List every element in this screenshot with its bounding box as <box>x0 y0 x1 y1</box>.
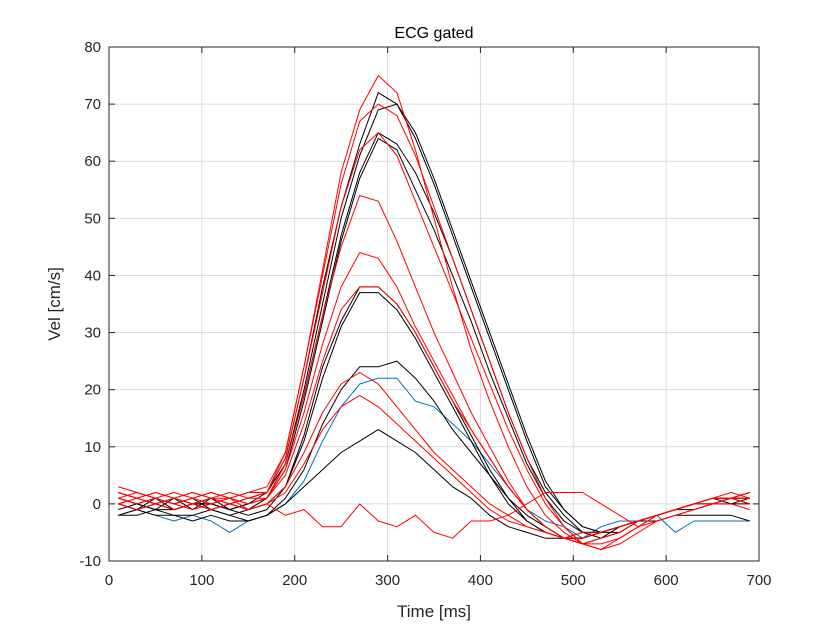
x-tick-labels: 0 100 200 300 400 500 600 700 <box>105 572 772 589</box>
plot-area-border <box>108 46 760 562</box>
series-group <box>118 75 750 551</box>
y-tick-label: -10 <box>79 553 101 570</box>
series-line-red-9 <box>118 486 750 539</box>
y-axis-label: Vel [cm/s] <box>45 267 64 341</box>
x-tick-label: 700 <box>746 572 771 589</box>
y-tick-label: 40 <box>84 267 101 284</box>
series-line-red-3 <box>118 132 750 545</box>
x-tick-label: 500 <box>561 572 586 589</box>
x-tick-label: 400 <box>468 572 493 589</box>
y-tick-label: 30 <box>84 325 101 342</box>
ticks <box>108 46 760 562</box>
x-axis-label: Time [ms] <box>397 602 471 621</box>
y-tick-label: 80 <box>84 39 101 56</box>
series-line-red-8 <box>118 394 750 539</box>
x-tick-label: 300 <box>375 572 400 589</box>
y-tick-label: 20 <box>84 382 101 399</box>
x-tick-label: 0 <box>105 572 113 589</box>
chart-title: ECG gated <box>394 25 473 42</box>
x-tick-label: 200 <box>282 572 307 589</box>
y-tick-label: 70 <box>84 96 101 113</box>
y-tick-label: 10 <box>84 439 101 456</box>
y-tick-label: 0 <box>93 496 101 513</box>
x-tick-label: 600 <box>654 572 679 589</box>
y-tick-label: 60 <box>84 153 101 170</box>
series-line-red-1 <box>118 75 750 551</box>
x-tick-label: 100 <box>189 572 214 589</box>
y-tick-labels: -10 0 10 20 30 40 50 60 70 80 <box>79 39 101 570</box>
series-line-black-8 <box>118 429 750 539</box>
y-tick-label: 50 <box>84 210 101 227</box>
